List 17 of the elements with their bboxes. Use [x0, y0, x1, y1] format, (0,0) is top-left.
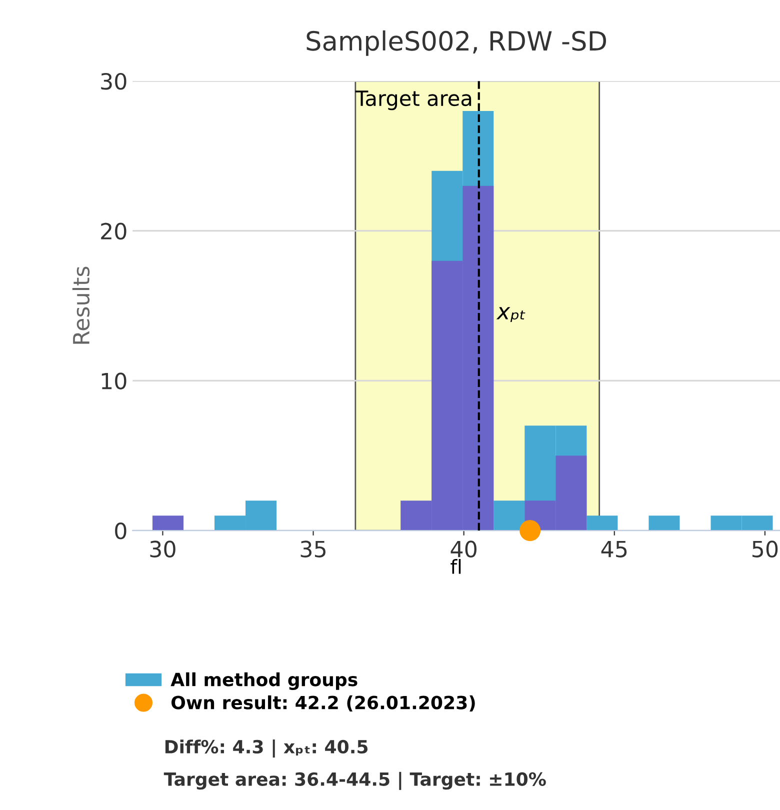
- y-tick-label: 10: [102, 372, 126, 390]
- y-tick-label: 0: [115, 522, 126, 540]
- x-tick-label: 45: [601, 540, 627, 558]
- y-tick-label: 20: [101, 222, 126, 240]
- text: Target area: 36.4-44.5 | Target: ±10%: [164, 772, 546, 790]
- y-axis-title: Results: [72, 266, 90, 344]
- chart-title: SampleS002, RDW -SD: [306, 30, 606, 56]
- ref-line-label: xₚₜ: [496, 307, 526, 322]
- text: Diff%: 4.3 | xₚₜ: 40.5: [165, 740, 368, 758]
- x-tick-label: 35: [300, 540, 326, 558]
- x-tick-label: 30: [150, 540, 176, 558]
- x-tick-label: 40: [450, 540, 476, 558]
- x-tick-label: 50: [752, 540, 778, 558]
- legend-label: Own result: 42.2 (26.01.2023): [171, 695, 475, 712]
- x-axis-title: fl: [450, 559, 461, 574]
- legend-label: All method groups: [170, 672, 358, 690]
- y-tick-label: 30: [101, 72, 126, 90]
